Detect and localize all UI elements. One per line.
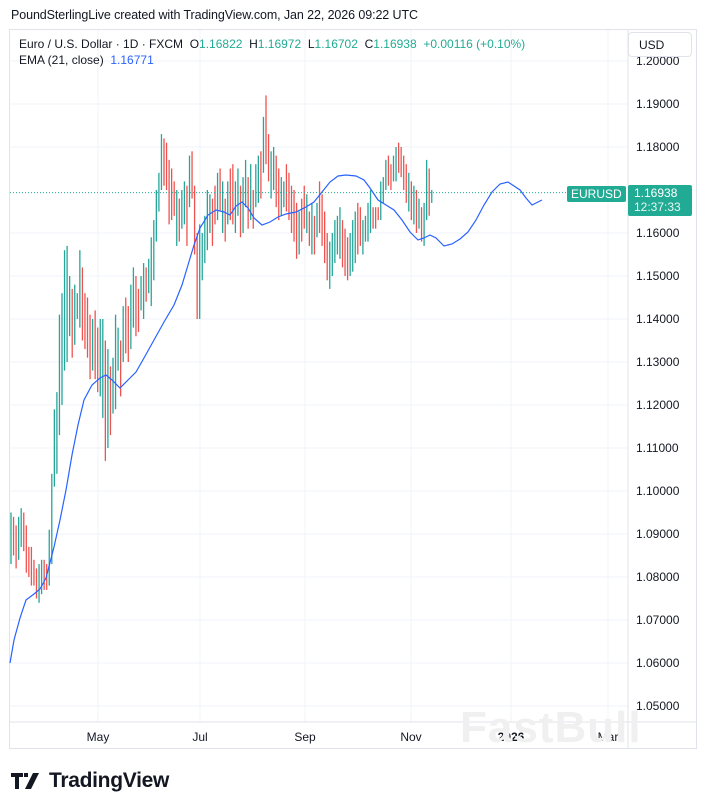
tradingview-logo-text: TradingView (49, 769, 170, 792)
time-axis-label: Mar (598, 730, 619, 744)
symbol-tag-label: EURUSD (571, 187, 622, 201)
time-axis-label: Jul (192, 730, 207, 744)
ema-legend-row: EMA (21, close) 1.16771 (19, 52, 525, 68)
price-axis-label: 1.13000 (636, 355, 680, 369)
open-label: O (189, 37, 200, 51)
price-axis-label: 1.18000 (636, 140, 680, 154)
bar-countdown: 12:37:33 (634, 200, 681, 214)
low-value: 1.16702 (314, 37, 358, 51)
price-axis-label: 1.20000 (636, 54, 680, 68)
price-axis-label: 1.05000 (636, 699, 680, 713)
price-axis-label: 1.08000 (636, 570, 680, 584)
price-axis-label: 1.14000 (636, 312, 680, 326)
price-axis-label: 1.19000 (636, 97, 680, 111)
ema-value: 1.16771 (110, 53, 154, 67)
symbol-title[interactable]: Euro / U.S. Dollar · 1D · FXCM (19, 37, 184, 51)
price-axis-label: 1.06000 (636, 656, 680, 670)
last-price-tag: 1.16938 12:37:33 (628, 185, 692, 216)
price-axis-label: 1.11000 (636, 441, 679, 455)
chart-frame (9, 29, 697, 749)
price-axis-label: 1.09000 (636, 527, 680, 541)
watermark: FastBull (460, 703, 642, 752)
chart-legend: Euro / U.S. Dollar · 1D · FXCM O1.16822 … (19, 36, 525, 68)
high-label: H (249, 37, 258, 51)
time-axis-label: May (87, 730, 110, 744)
symbol-price-tag: EURUSD (567, 186, 626, 202)
price-axis-label: 1.12000 (636, 398, 680, 412)
chart-credit: PoundSterlingLive created with TradingVi… (11, 8, 418, 22)
ema-label[interactable]: EMA (21, close) (19, 53, 104, 67)
time-axis-label: Sep (294, 730, 316, 744)
price-axis-label: 1.15000 (636, 269, 680, 283)
tradingview-logo-icon (11, 773, 39, 789)
high-value: 1.16972 (257, 37, 302, 51)
ohlc-legend-row: Euro / U.S. Dollar · 1D · FXCM O1.16822 … (19, 36, 525, 52)
tradingview-logo[interactable]: TradingView (11, 769, 169, 793)
price-axis-label: 1.10000 (636, 484, 680, 498)
close-value: 1.16938 (373, 37, 417, 51)
time-axis-label: Nov (400, 730, 421, 744)
open-value: 1.16822 (199, 37, 243, 51)
currency-button[interactable]: USD (628, 32, 692, 57)
change-value: +0.00116 (+0.10%) (423, 37, 526, 51)
low-label: L (307, 37, 315, 51)
time-axis-label: 2026 (498, 730, 525, 744)
close-label: C (364, 37, 374, 51)
ema-line (9, 174, 543, 664)
price-axis-label: 1.07000 (636, 613, 680, 627)
price-axis-label: 1.16000 (636, 226, 680, 240)
last-price-value: 1.16938 (634, 186, 678, 200)
